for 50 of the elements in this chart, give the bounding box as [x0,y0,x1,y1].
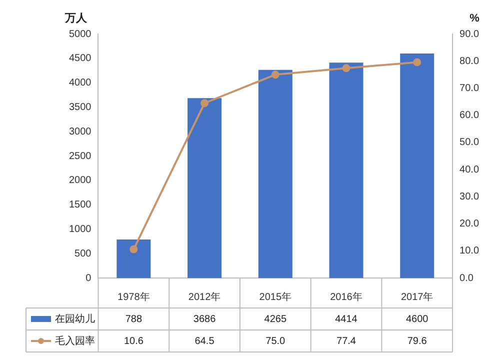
y-tick-label: 500 [74,248,92,260]
y-tick-label: 1000 [68,224,92,235]
y-tick-label: 2500 [68,150,92,162]
y2-tick-label: 50.0 [460,137,480,148]
y-tick-label: 4000 [68,78,92,89]
bar [188,98,222,278]
point [200,99,209,108]
data-label: 75.0 [266,336,286,347]
y2-tick-label: 30.0 [460,191,480,202]
legend-label: 在园幼儿 [55,312,95,325]
data-label: 4600 [406,314,429,325]
y-tick-label: 5000 [68,28,92,40]
data-label: 4265 [264,314,287,325]
y-tick-label: 4500 [68,53,92,64]
y2-tick-label: 20.0 [460,218,480,230]
y-axis-title: 万人 [64,12,88,25]
x-tick-label: 2017年 [400,290,434,303]
y2-tick-label: 90.0 [460,28,480,40]
y2-tick-label: 40.0 [460,164,480,176]
point [413,58,422,66]
bar [116,240,151,278]
data-label: 4414 [335,314,358,325]
x-tick-label: 2016年 [330,290,362,303]
y-tick-label: 2000 [68,175,92,186]
data-label: 64.5 [194,336,215,347]
y2-tick-label: 10.0 [460,246,480,257]
point [342,64,350,72]
y2-tick-label: 60.0 [460,110,480,122]
legend-label: 毛入园率 [55,334,95,347]
data-label: 10.6 [124,336,144,347]
y2-tick-label: 0.0 [460,272,474,284]
bar [258,70,292,278]
y-tick-label: 0 [86,272,92,284]
y2-tick-label: 70.0 [460,82,480,94]
data-label: 79.6 [407,336,428,347]
bar [400,54,434,278]
x-tick-label: 2012年 [188,290,221,303]
point [271,70,280,79]
y2-tick-label: 80.0 [460,56,480,67]
data-label: 77.4 [336,336,356,347]
data-label: 3686 [193,314,216,325]
x-tick-label: 1978年 [118,290,150,303]
x-tick-label: 2015年 [259,290,292,303]
data-label: 788 [125,314,142,325]
point [130,245,138,254]
y-tick-label: 3000 [68,126,92,138]
y-tick-label: 1500 [68,200,92,211]
y-tick-label: 3500 [68,102,92,113]
bar [329,62,364,278]
y2-axis-title: % [470,12,480,25]
